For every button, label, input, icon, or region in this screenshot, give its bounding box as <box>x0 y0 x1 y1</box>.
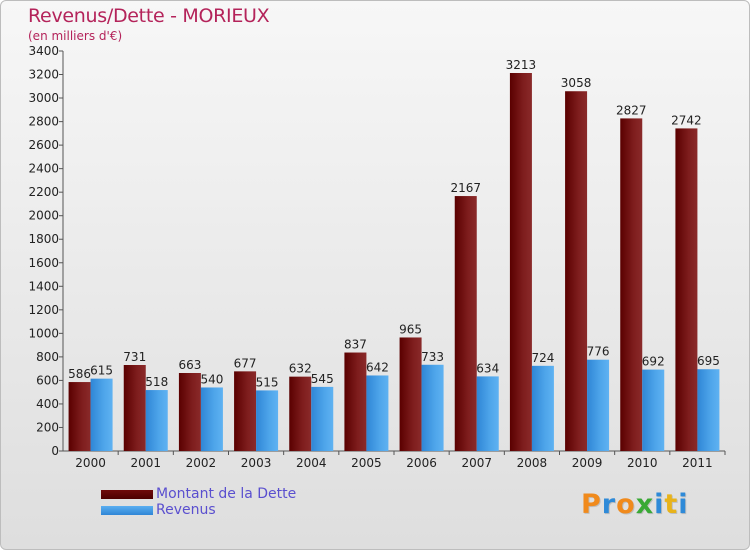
chart-title: Revenus/Dette - MORIEUX <box>28 5 270 27</box>
logo-letter: r <box>601 489 617 520</box>
bar-debt <box>620 118 643 451</box>
y-tick-label: 200 <box>36 420 59 434</box>
y-tick-label: 2400 <box>28 162 59 176</box>
value-label-revenue: 724 <box>531 351 554 365</box>
proxiti-logo: Proxiti <box>581 489 689 520</box>
value-label-debt: 2167 <box>450 181 481 195</box>
value-label-debt: 3213 <box>506 58 537 72</box>
value-label-debt: 677 <box>234 356 257 370</box>
y-tick-label: 1000 <box>28 326 59 340</box>
bar-revenue <box>366 375 389 451</box>
legend-label-revenue: Revenus <box>156 502 216 518</box>
value-label-revenue: 692 <box>642 355 665 369</box>
logo-letter: o <box>616 489 636 520</box>
bar-debt <box>68 382 91 451</box>
legend-swatch-debt <box>101 490 153 499</box>
logo-letter: i <box>678 489 689 520</box>
x-tick-label: 2007 <box>461 456 492 470</box>
y-tick-label: 1200 <box>28 303 59 317</box>
bar-debt <box>454 196 477 451</box>
chart-subtitle: (en milliers d'€) <box>28 29 123 43</box>
logo-letter: t <box>664 489 679 520</box>
bar-debt <box>399 337 422 451</box>
value-label-revenue: 695 <box>697 354 720 368</box>
y-tick-label: 800 <box>36 350 59 364</box>
value-label-revenue: 776 <box>587 345 610 359</box>
logo-letter: P <box>581 489 602 520</box>
x-tick-label: 2009 <box>572 456 603 470</box>
y-tick-label: 2000 <box>28 209 59 223</box>
x-tick-label: 2005 <box>351 456 382 470</box>
bar-debt <box>123 365 146 451</box>
x-tick-label: 2004 <box>296 456 327 470</box>
legend-label-debt: Montant de la Dette <box>156 486 297 502</box>
x-tick-label: 2001 <box>130 456 161 470</box>
value-label-debt: 731 <box>123 350 146 364</box>
value-label-revenue: 634 <box>476 361 499 375</box>
y-tick-label: 0 <box>51 444 59 458</box>
axes: 0 200 400 600 800 1000 1200 1400 1600 1800 2000 220… <box>28 44 726 470</box>
value-label-revenue: 545 <box>311 372 334 386</box>
value-label-revenue: 515 <box>256 375 279 389</box>
bar-revenue <box>587 359 610 451</box>
y-tick-label: 3400 <box>28 44 59 58</box>
value-label-revenue: 518 <box>145 375 168 389</box>
y-tick-label: 2800 <box>28 115 59 129</box>
value-label-revenue: 615 <box>90 364 113 378</box>
bar-debt <box>234 371 257 451</box>
bars <box>68 73 720 451</box>
value-label-debt: 663 <box>178 358 201 372</box>
y-tick-label: 3000 <box>28 91 59 105</box>
bar-revenue <box>90 378 113 451</box>
y-tick-label: 2600 <box>28 138 59 152</box>
bar-revenue <box>531 365 554 451</box>
value-label-debt: 632 <box>289 362 312 376</box>
x-tick-label: 2000 <box>75 456 106 470</box>
x-tick-label: 2006 <box>406 456 437 470</box>
value-label-debt: 2827 <box>616 103 647 117</box>
bar-debt <box>344 352 367 451</box>
value-label-revenue: 733 <box>421 350 444 364</box>
logo-letter: x <box>635 489 655 520</box>
y-tick-label: 1600 <box>28 256 59 270</box>
value-label-revenue: 642 <box>366 360 389 374</box>
bar-revenue <box>145 390 168 451</box>
bar-debt <box>178 373 201 451</box>
value-label-debt: 586 <box>68 367 91 381</box>
bar-debt <box>289 376 312 451</box>
bar-revenue <box>697 369 720 451</box>
x-tick-label: 2002 <box>186 456 217 470</box>
y-tick-label: 400 <box>36 397 59 411</box>
bar-debt <box>509 73 532 451</box>
value-label-debt: 3058 <box>561 76 592 90</box>
bar-debt <box>565 91 588 451</box>
y-tick-label: 1400 <box>28 279 59 293</box>
legend-swatch-revenue <box>101 506 153 515</box>
bar-revenue <box>200 387 223 451</box>
value-label-debt: 2742 <box>671 113 702 127</box>
y-tick-label: 2200 <box>28 185 59 199</box>
bar-debt <box>675 128 698 451</box>
bar-revenue <box>311 386 334 451</box>
x-tick-label: 2010 <box>627 456 658 470</box>
logo-letter: i <box>654 489 665 520</box>
bar-revenue <box>642 369 665 451</box>
y-tick-label: 1800 <box>28 232 59 246</box>
value-label-debt: 837 <box>344 338 367 352</box>
bar-revenue <box>421 364 444 451</box>
bar-revenue <box>256 390 279 451</box>
x-tick-label: 2008 <box>517 456 548 470</box>
bar-revenue <box>476 376 499 451</box>
y-tick-label: 600 <box>36 373 59 387</box>
x-tick-label: 2011 <box>682 456 713 470</box>
value-label-revenue: 540 <box>200 372 223 386</box>
value-label-debt: 965 <box>399 322 422 336</box>
x-tick-label: 2003 <box>241 456 272 470</box>
y-tick-label: 3200 <box>28 68 59 82</box>
